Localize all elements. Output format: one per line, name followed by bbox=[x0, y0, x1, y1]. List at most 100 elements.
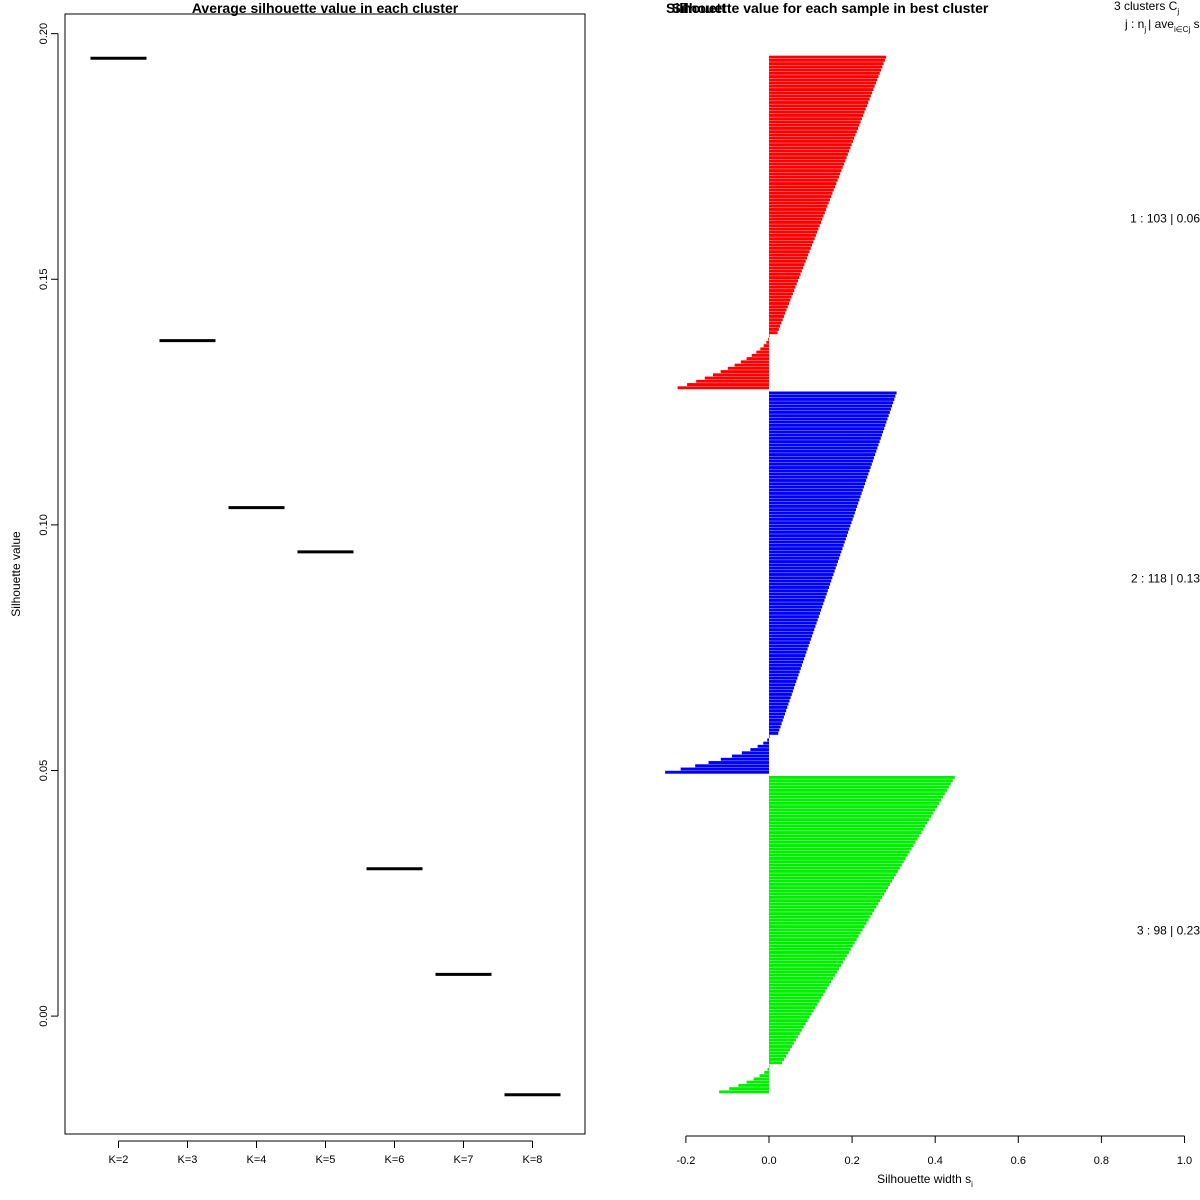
silhouette-bar-cluster-2 bbox=[769, 550, 842, 554]
silhouette-bar-cluster-1 bbox=[769, 263, 805, 267]
silhouette-bar-cluster-2 bbox=[769, 407, 891, 411]
silhouette-bar-cluster-2 bbox=[757, 744, 769, 748]
silhouette-bar-cluster-3 bbox=[769, 1038, 796, 1042]
silhouette-bar-cluster-2 bbox=[769, 641, 810, 645]
right-x-tick-label: 0.0 bbox=[761, 1155, 776, 1167]
silhouette-bar-cluster-3 bbox=[769, 954, 847, 958]
silhouette-bar-cluster-3 bbox=[769, 860, 904, 864]
left-chart-title: Average silhouette value in each cluster bbox=[192, 0, 459, 16]
silhouette-bar-cluster-2 bbox=[769, 673, 799, 677]
silhouette-bar-cluster-2 bbox=[769, 621, 817, 625]
silhouette-bar-cluster-2 bbox=[731, 754, 769, 758]
silhouette-bar-cluster-3 bbox=[769, 993, 824, 997]
silhouette-bar-cluster-2 bbox=[769, 547, 843, 551]
silhouette-bar-cluster-2 bbox=[769, 479, 867, 482]
silhouette-bar-cluster-3 bbox=[764, 1070, 769, 1074]
silhouette-bar-cluster-3 bbox=[769, 928, 863, 932]
silhouette-bar-cluster-1 bbox=[769, 201, 829, 205]
silhouette-bar-cluster-2 bbox=[769, 728, 780, 732]
silhouette-bar-cluster-2 bbox=[769, 598, 825, 602]
silhouette-bar-cluster-1 bbox=[769, 230, 818, 234]
silhouette-bar-cluster-1 bbox=[769, 152, 848, 156]
silhouette-bar-cluster-3 bbox=[769, 857, 906, 860]
silhouette-bar-cluster-1 bbox=[769, 114, 864, 117]
silhouette-bar-cluster-2 bbox=[769, 722, 782, 726]
silhouette-bar-cluster-3 bbox=[769, 925, 865, 929]
silhouette-bar-cluster-1 bbox=[769, 214, 824, 218]
silhouette-bar-cluster-1 bbox=[769, 133, 856, 137]
silhouette-bar-cluster-1 bbox=[769, 227, 819, 231]
silhouette-bar-cluster-2 bbox=[695, 764, 769, 768]
cluster-header-line2: j : nj | avei∈Cj s bbox=[1124, 17, 1200, 34]
silhouette-bar-cluster-2 bbox=[708, 761, 769, 764]
silhouette-bar-cluster-1 bbox=[769, 110, 865, 114]
silhouette-bar-cluster-2 bbox=[769, 491, 862, 495]
silhouette-bar-cluster-3 bbox=[769, 1035, 798, 1039]
silhouette-bar-cluster-2 bbox=[769, 576, 833, 580]
right-title-overlap: Silhouett bbox=[666, 0, 726, 16]
silhouette-bar-cluster-1 bbox=[756, 350, 769, 354]
silhouette-bar-cluster-2 bbox=[769, 624, 816, 628]
silhouette-bar-cluster-2 bbox=[769, 430, 884, 434]
silhouette-bar-cluster-1 bbox=[769, 311, 786, 315]
silhouette-bar-cluster-1 bbox=[768, 337, 769, 341]
right-x-tick-label: 0.6 bbox=[1011, 1155, 1026, 1167]
silhouette-bar-cluster-2 bbox=[769, 586, 829, 589]
silhouette-bar-cluster-3 bbox=[769, 1045, 792, 1048]
silhouette-bar-cluster-3 bbox=[769, 1061, 783, 1065]
silhouette-bar-cluster-1 bbox=[769, 149, 850, 153]
cluster-header: 3 clusters Cj j : nj | avei∈Cj s bbox=[1114, 0, 1200, 34]
left-x-tick-label: K=4 bbox=[247, 1154, 267, 1166]
silhouette-bar-cluster-2 bbox=[769, 404, 893, 408]
silhouette-bar-cluster-3 bbox=[719, 1090, 769, 1094]
silhouette-bar-cluster-2 bbox=[769, 543, 844, 547]
silhouette-bar-cluster-3 bbox=[769, 967, 840, 971]
silhouette-bar-cluster-3 bbox=[769, 831, 922, 834]
silhouette-bar-cluster-1 bbox=[769, 139, 853, 143]
left-x-tick-label: K=3 bbox=[178, 1154, 198, 1166]
left-y-axis: 0.00 0.05 0.10 0.15 0.20 bbox=[38, 23, 59, 1027]
silhouette-bar-cluster-2 bbox=[763, 741, 769, 745]
silhouette-bar-cluster-2 bbox=[769, 731, 779, 735]
silhouette-bar-cluster-3 bbox=[769, 837, 918, 841]
silhouette-bar-cluster-2 bbox=[769, 553, 841, 557]
silhouette-bar-cluster-1 bbox=[769, 159, 846, 163]
cluster-header-line1-sub: j bbox=[1176, 7, 1179, 16]
silhouette-bar-cluster-2 bbox=[769, 699, 790, 703]
silhouette-bar-cluster-2 bbox=[769, 657, 805, 661]
silhouette-bar-cluster-1 bbox=[769, 65, 883, 69]
silhouette-bar-cluster-1 bbox=[769, 331, 778, 335]
silhouette-bar-cluster-2 bbox=[769, 689, 793, 693]
silhouette-bar-cluster-1 bbox=[769, 130, 857, 134]
silhouette-bar-cluster-2 bbox=[769, 676, 798, 680]
silhouette-bar-cluster-2 bbox=[769, 482, 866, 486]
silhouette-bar-cluster-2 bbox=[769, 595, 826, 599]
silhouette-bar-cluster-2 bbox=[769, 605, 823, 609]
silhouette-bar-cluster-1 bbox=[769, 292, 793, 296]
silhouette-bar-cluster-1 bbox=[769, 204, 828, 208]
left-x-tick-label: K=6 bbox=[385, 1154, 405, 1166]
silhouette-bar-cluster-1 bbox=[769, 71, 880, 75]
silhouette-bar-cluster-2 bbox=[769, 466, 871, 469]
right-x-axis-label-text: Silhouette width s bbox=[877, 1172, 971, 1186]
silhouette-bar-cluster-2 bbox=[769, 472, 869, 476]
left-y-axis-label: Silhouette value bbox=[9, 531, 23, 617]
silhouette-bar-cluster-2 bbox=[769, 443, 879, 447]
left-y-tick-label: 0.10 bbox=[38, 514, 50, 535]
silhouette-bar-cluster-1 bbox=[769, 302, 790, 305]
silhouette-bar-cluster-1 bbox=[769, 282, 797, 286]
cluster-label-2: 2 : 118 | 0.13 bbox=[1131, 572, 1200, 586]
left-y-tick-label: 0.05 bbox=[38, 760, 50, 781]
silhouette-bar-cluster-1 bbox=[687, 383, 769, 386]
silhouette-bar-cluster-3 bbox=[769, 999, 820, 1003]
right-x-tick-label: 0.2 bbox=[844, 1155, 859, 1167]
silhouette-bar-cluster-1 bbox=[769, 208, 827, 211]
silhouette-bar-cluster-1 bbox=[769, 250, 810, 254]
silhouette-bar-cluster-1 bbox=[769, 315, 784, 318]
silhouette-bar-cluster-3 bbox=[769, 876, 894, 880]
silhouette-bar-cluster-3 bbox=[769, 866, 900, 870]
silhouette-bar-cluster-1 bbox=[734, 363, 769, 367]
silhouette-bar-cluster-2 bbox=[769, 628, 815, 632]
cluster-header-line1: 3 clusters Cj bbox=[1114, 0, 1179, 16]
silhouette-bar-cluster-1 bbox=[769, 191, 833, 195]
